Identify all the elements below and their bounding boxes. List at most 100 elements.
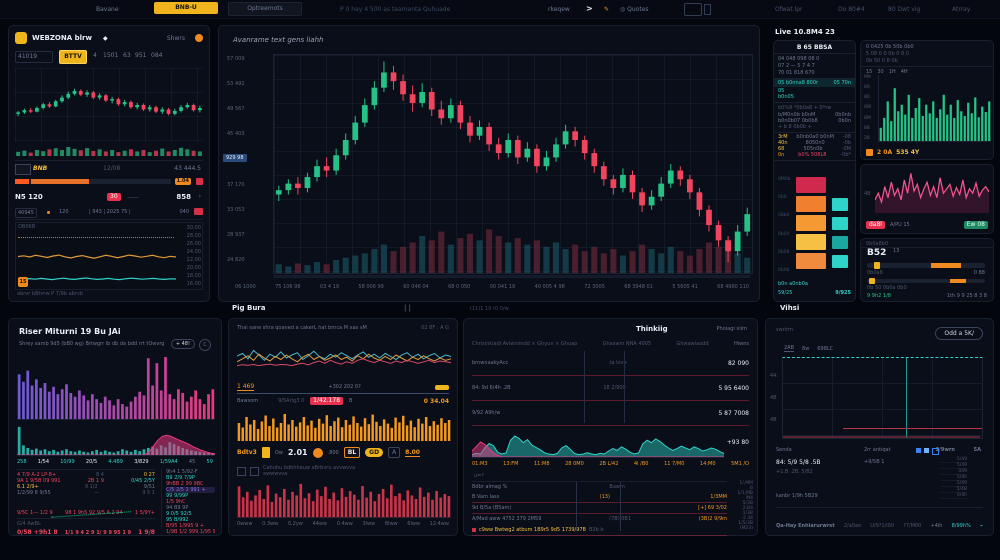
g2-row-5[interactable]: c9ww Bwtwg2 atbum 1B9r5 9d5 1739/97B B2b … bbox=[472, 524, 727, 536]
price-caret-icon[interactable]: › bbox=[198, 193, 201, 200]
pair-button[interactable]: BNB-U bbox=[154, 2, 218, 14]
heat-block[interactable] bbox=[796, 234, 826, 250]
sec3-row-1[interactable]: 3rM b0nb0a0 b0nM -08 bbox=[774, 133, 855, 140]
g2-row-3[interactable]: 9d B/5a (B5am) [+] 69 3/02 bbox=[472, 503, 727, 514]
f-chip-gd[interactable]: GD bbox=[365, 448, 384, 457]
tf-chip-30[interactable]: 30 bbox=[877, 69, 884, 75]
heat-block[interactable] bbox=[796, 196, 826, 212]
tf-chip-15[interactable]: 15 bbox=[866, 69, 873, 75]
f-chip-a[interactable]: A bbox=[388, 447, 401, 458]
orange-histogram[interactable] bbox=[237, 411, 451, 441]
h-tab-2[interactable]: 8w bbox=[802, 345, 810, 352]
g2-row-2[interactable]: B Vam lass (13) 1/3MM bbox=[472, 492, 727, 503]
menu-item-3[interactable]: 80 Dwt vig bbox=[888, 6, 921, 13]
menu-item-4[interactable]: Atrray bbox=[952, 6, 971, 13]
h-grid-chart[interactable] bbox=[782, 357, 983, 439]
g2-row-1[interactable]: Bdbr almag % Bawm bbox=[472, 482, 727, 492]
heat-block[interactable] bbox=[796, 253, 826, 269]
checkbox-icon-2[interactable] bbox=[924, 448, 929, 453]
progress-track[interactable] bbox=[15, 179, 171, 184]
heat-block[interactable] bbox=[796, 215, 826, 231]
tf-button-1[interactable]: 4 bbox=[93, 52, 97, 59]
share-link[interactable]: Shwrs bbox=[166, 35, 185, 42]
value-box[interactable]: 40945 bbox=[15, 208, 37, 218]
e-row-4[interactable]: 1/2/99 8 9/55 — 9 5 1 bbox=[17, 490, 155, 496]
g2-row-4[interactable]: A/Mad aww 4752 379 2M59 (7B) 0B1 (3B)2 9/9… bbox=[472, 514, 727, 524]
e-side-row[interactable]: 9hBB 2 99 9BC bbox=[166, 481, 204, 487]
menu-item-2[interactable]: Do 80#4 bbox=[838, 6, 865, 13]
slider-1[interactable] bbox=[867, 262, 985, 269]
teal-histogram[interactable] bbox=[17, 423, 215, 456]
g-row-2[interactable]: 84: 9d 6/4h .2B 18 2/909 5 95 6400 bbox=[472, 376, 749, 401]
e-side-row[interactable]: B9 2/9 7/9P bbox=[166, 475, 195, 481]
chart-scrollbar[interactable] bbox=[273, 275, 751, 278]
indicator-setting-button[interactable]: 15 bbox=[18, 277, 28, 287]
slider-1-handle[interactable] bbox=[874, 262, 881, 269]
g-row-3[interactable]: 9/92 A9h/w 5 87 7008 bbox=[472, 401, 749, 426]
panel-e-control[interactable]: + 48! bbox=[170, 339, 195, 349]
sec3-row-4[interactable]: 0n b0% 508L8 -0b* bbox=[774, 152, 855, 161]
tf-button-3[interactable]: 63 bbox=[123, 52, 131, 59]
h-tab-1[interactable]: 2AB bbox=[784, 345, 795, 352]
mini-candle-chart[interactable] bbox=[15, 68, 203, 142]
e-side-row[interactable]: C/5 2/5 2 991 + bbox=[166, 487, 215, 493]
heat-side-block[interactable] bbox=[832, 198, 848, 211]
e-side-row[interactable]: 99 9/99P bbox=[166, 493, 189, 499]
tf-chip-1h[interactable]: 1H bbox=[888, 69, 896, 75]
tf-button-2[interactable]: 1501 bbox=[103, 52, 119, 59]
heat-side-block[interactable] bbox=[832, 255, 848, 268]
h-tab-3[interactable]: 698LC bbox=[817, 345, 834, 352]
red-histogram[interactable] bbox=[237, 481, 451, 518]
market-button[interactable]: Optreemots bbox=[228, 2, 302, 16]
sec2-row-1[interactable]: b/M0n0b b0nM 0b0nb bbox=[774, 112, 855, 118]
pair-select-button[interactable]: BTTV bbox=[59, 50, 87, 64]
title-caret-icon[interactable]: ◆ bbox=[103, 35, 108, 42]
g-row-1[interactable]: brnwnaakyAcc ta love 82 090 bbox=[472, 351, 749, 376]
e-side-row[interactable]: B/95 1/995 9 + bbox=[166, 523, 205, 529]
highlight-row[interactable]: 05 b0nna8 800r 05 70n bbox=[774, 79, 855, 87]
purple-histogram[interactable] bbox=[17, 357, 215, 420]
e-side-row[interactable]: 1/9B 1/2 999 1/95 95 4B 9 bbox=[166, 529, 215, 535]
tf-button-4[interactable]: 951 bbox=[135, 52, 147, 59]
sec3-row-2[interactable]: 40n 8050n0 -0b bbox=[774, 140, 855, 146]
heat-side-block[interactable] bbox=[832, 236, 848, 249]
pencil-icon[interactable]: ✎ bbox=[604, 6, 610, 13]
panel-g-header-right[interactable]: Phoiagi xiim bbox=[716, 326, 747, 332]
e-side-row[interactable]: 9 0/5 92/5 bbox=[166, 511, 192, 517]
sec2-row-3[interactable]: + b 8 0b0b + bbox=[774, 124, 855, 133]
e-side-row[interactable]: 95 B/992 bbox=[166, 517, 189, 523]
e-side-row[interactable]: 9h4 1 5/92-F bbox=[166, 469, 198, 475]
quotes-link[interactable]: ◎ Quotes bbox=[620, 6, 649, 13]
panel-toggle-icon[interactable] bbox=[704, 4, 711, 15]
heat-side-block[interactable] bbox=[832, 217, 848, 230]
slider-2[interactable] bbox=[867, 278, 985, 284]
window-icon[interactable] bbox=[684, 3, 702, 16]
stop-icon[interactable] bbox=[196, 178, 203, 185]
refresh-icon[interactable]: C bbox=[199, 339, 211, 351]
sec3-row-3[interactable]: 68 505n0b -0M bbox=[774, 146, 855, 152]
heat-block[interactable] bbox=[796, 177, 826, 193]
checkbox-icon-1[interactable] bbox=[916, 448, 921, 453]
menu-item-1[interactable]: Ofwat lpr bbox=[775, 6, 803, 13]
e-row-3[interactable]: 6.1 2/9+ 9 1/2 9/51 bbox=[17, 484, 155, 490]
f-chip-bl[interactable]: BL bbox=[343, 447, 361, 458]
e-side-row[interactable]: 94 B9 9P bbox=[166, 505, 189, 511]
search-input[interactable]: 41019 bbox=[15, 51, 53, 63]
panel-f-caption-icons[interactable]: 02 8F : A G bbox=[421, 325, 449, 331]
checkbox-icon-3[interactable] bbox=[932, 448, 939, 455]
pink-line-chart[interactable] bbox=[875, 169, 989, 213]
spark-icon[interactable]: ⌁ bbox=[979, 523, 983, 529]
e-row-1[interactable]: 4 7/9 A-2 LP-8+ 8 4 0 27 bbox=[17, 470, 155, 478]
tag-icon[interactable] bbox=[194, 208, 203, 215]
green-mini-chart[interactable] bbox=[878, 75, 991, 142]
slider-2-handle[interactable] bbox=[869, 278, 876, 284]
multiline-chart[interactable] bbox=[237, 339, 451, 377]
e-side-row[interactable]: 1/5 9hC bbox=[166, 499, 186, 505]
main-candle-chart[interactable] bbox=[273, 54, 753, 274]
e-row-5[interactable]: 9/5C 1— 1/2 9 98 1 9h5 92 9/5 A 2 94 1 5/9… bbox=[17, 510, 155, 516]
tf-chip-4h[interactable]: 4H bbox=[900, 69, 908, 75]
e-row-6[interactable]: G/4 AwBL bbox=[17, 518, 155, 527]
tf-button-5[interactable]: 084 bbox=[151, 52, 163, 59]
sec2-row-2[interactable]: b0n0b07 0b0b8 0b0n bbox=[774, 118, 855, 124]
alert-dot-icon[interactable] bbox=[195, 34, 203, 42]
